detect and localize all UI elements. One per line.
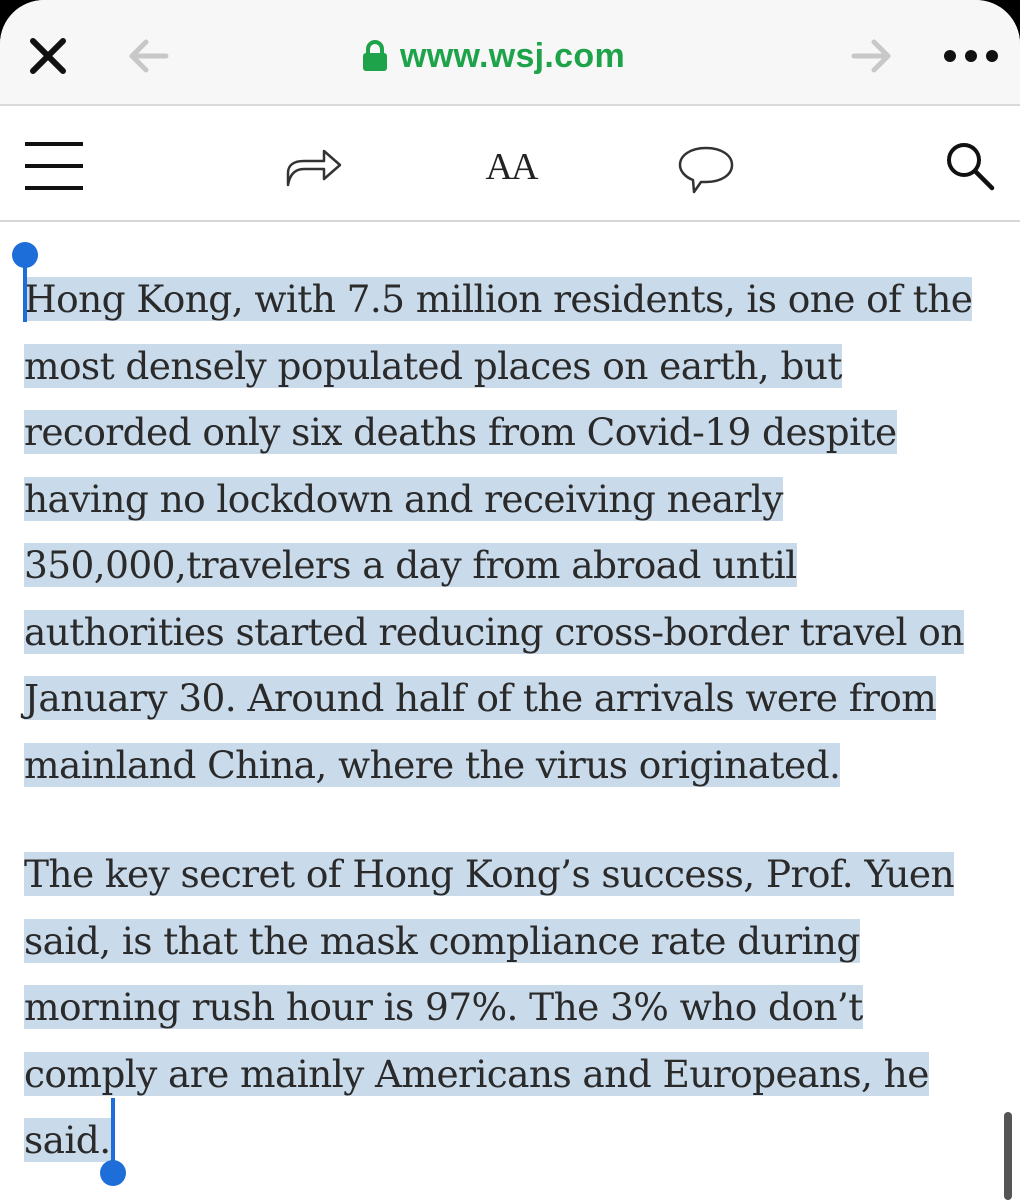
search-button[interactable] bbox=[940, 136, 1000, 196]
hamburger-menu-icon bbox=[25, 142, 83, 190]
share-icon bbox=[286, 149, 342, 187]
forward-arrow-icon bbox=[851, 39, 891, 73]
comment-icon bbox=[678, 146, 734, 194]
article-paragraph[interactable]: The key secret of Hong Kong’s success, P… bbox=[24, 841, 996, 1174]
share-button[interactable] bbox=[282, 140, 346, 192]
selected-text: The key secret of Hong Kong’s success, P… bbox=[24, 852, 955, 1162]
selection-end-handle[interactable] bbox=[100, 1160, 126, 1186]
menu-button[interactable] bbox=[20, 136, 88, 196]
lock-icon bbox=[363, 40, 387, 71]
article-toolbar: AA bbox=[0, 106, 1020, 222]
font-size-button[interactable]: AA bbox=[480, 136, 542, 198]
more-icon bbox=[944, 50, 998, 62]
search-icon bbox=[947, 143, 995, 191]
selected-text: Hong Kong, with 7.5 million residents, i… bbox=[24, 277, 973, 787]
article-paragraph[interactable]: Hong Kong, with 7.5 million residents, i… bbox=[24, 266, 996, 798]
url-text: www.wsj.com bbox=[400, 36, 625, 75]
back-arrow-icon bbox=[129, 39, 169, 73]
address-bar[interactable]: www.wsj.com bbox=[362, 34, 625, 78]
scrollbar[interactable] bbox=[1004, 1112, 1012, 1200]
font-size-label: AA bbox=[485, 146, 539, 188]
close-icon bbox=[30, 38, 66, 74]
browser-bar: www.wsj.com bbox=[0, 0, 1020, 106]
more-button[interactable] bbox=[936, 34, 1006, 78]
back-button[interactable] bbox=[122, 34, 174, 78]
comments-button[interactable] bbox=[674, 142, 738, 198]
selection-end-caret bbox=[111, 1098, 115, 1162]
article-body[interactable]: Hong Kong, with 7.5 million residents, i… bbox=[24, 266, 996, 1174]
close-button[interactable] bbox=[22, 30, 74, 82]
forward-button[interactable] bbox=[846, 34, 898, 78]
selection-start-caret bbox=[23, 258, 27, 322]
